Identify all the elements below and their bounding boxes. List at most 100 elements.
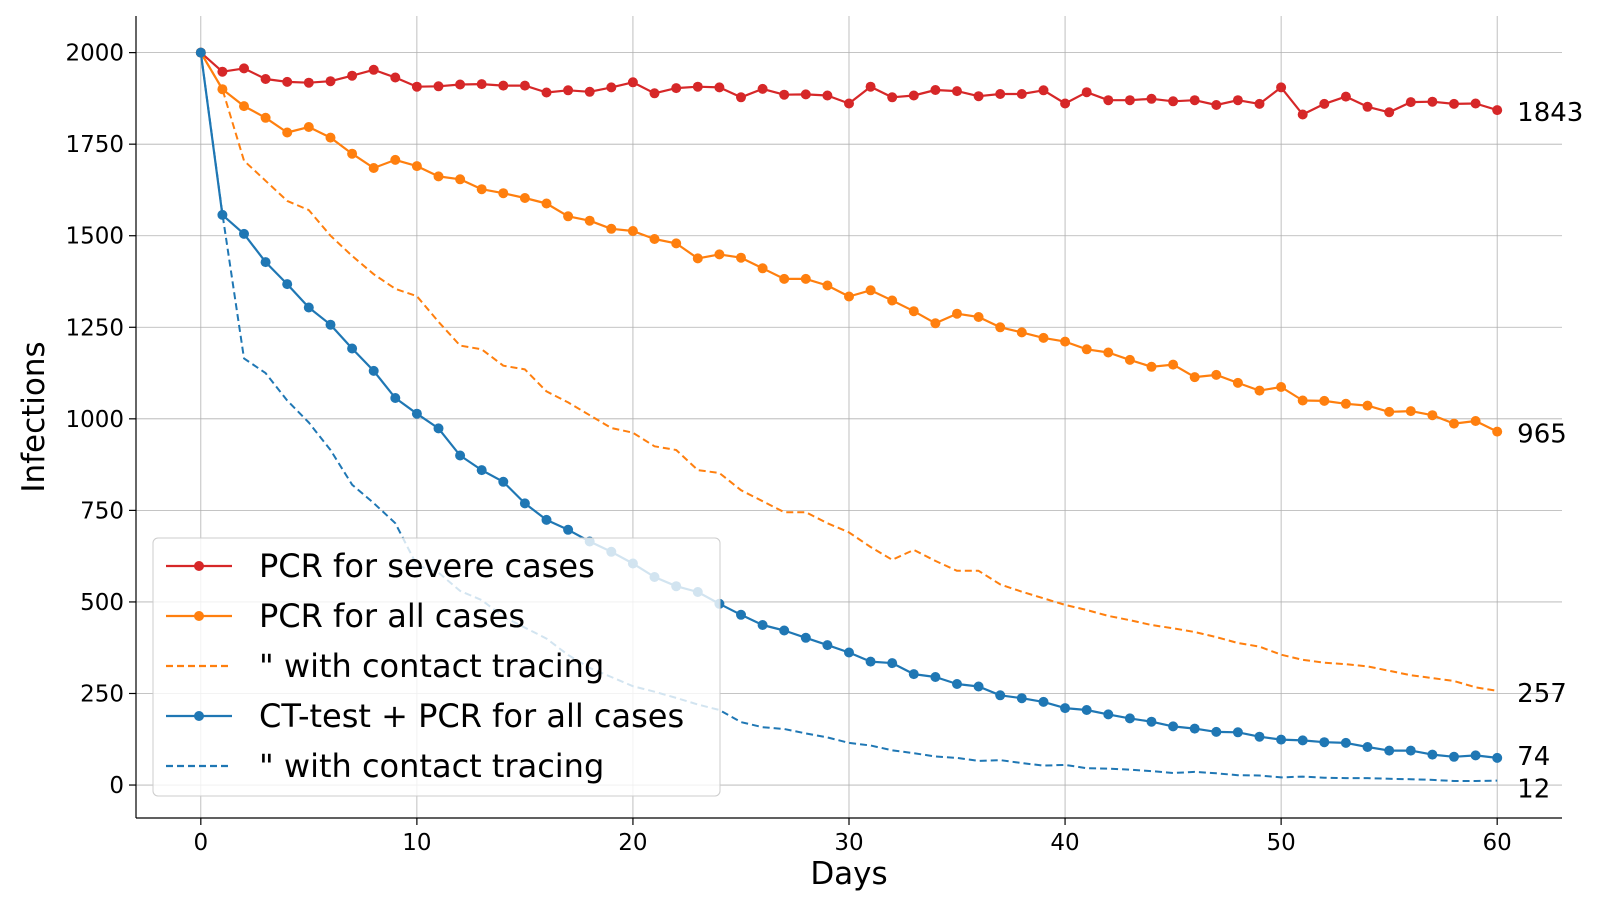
x-tick-label: 20 [618,830,647,856]
data-point [865,81,876,92]
data-point [239,101,249,112]
end-value-label: 12 [1517,775,1550,805]
data-point [887,658,898,669]
data-point [1232,95,1243,106]
legend: PCR for severe cases PCR for all cases " w… [152,537,721,797]
data-point [844,291,854,302]
data-point [887,92,898,103]
data-point [865,285,876,296]
end-value-label: 1843 [1517,98,1583,128]
data-point [239,228,249,239]
data-point [347,70,358,81]
data-point [217,66,228,77]
data-point [519,193,530,203]
legend-label: PCR for all cases [259,597,525,635]
data-point [1276,734,1287,745]
data-point [930,318,941,329]
data-point [1297,735,1308,746]
data-point [260,112,271,123]
data-point [714,249,725,260]
data-point [844,647,854,658]
data-point [584,215,595,226]
data-point [1081,87,1092,98]
data-point [1016,693,1027,704]
data-point [800,273,811,284]
series-3 [195,47,1503,763]
data-point [1060,336,1071,347]
data-point [1146,716,1157,727]
data-point [1297,109,1308,120]
data-point [606,82,617,93]
legend-label: PCR for severe cases [259,547,595,585]
data-point [952,86,962,97]
series-0 [195,47,1503,120]
data-point [368,64,379,75]
data-point [347,343,358,354]
data-point [1124,95,1135,106]
data-point [1470,98,1481,109]
y-tick-label: 250 [80,681,124,707]
y-tick-label: 1750 [65,132,124,158]
data-point [1297,395,1308,406]
data-point [1427,749,1438,760]
y-tick-label: 1250 [65,315,124,341]
data-point [908,306,919,317]
data-point [1340,398,1351,409]
data-point [1362,400,1373,411]
data-point [411,81,422,92]
data-point [541,198,552,209]
data-point [692,81,703,92]
data-point [390,393,401,403]
end-value-label: 74 [1517,742,1550,772]
legend-entry: PCR for severe cases [166,547,595,585]
data-point [822,90,833,101]
data-point [1211,726,1222,737]
data-point [973,681,984,692]
y-tick-label: 0 [109,773,124,799]
data-point [1470,750,1481,761]
data-point [1168,96,1179,107]
data-point [584,86,595,97]
data-point [1276,382,1287,392]
legend-entry: " with contact tracing [166,647,604,685]
data-point [1189,723,1200,734]
data-point [952,679,962,689]
data-point [1060,703,1071,714]
data-point [260,257,271,268]
data-point [1211,100,1222,110]
series-line [199,52,1498,692]
data-point [1232,727,1243,738]
data-point [476,465,487,476]
data-point [779,625,790,636]
data-point [1319,395,1330,406]
data-point [1492,105,1503,116]
data-point [1038,332,1049,343]
data-point [217,84,228,95]
data-point [563,211,574,222]
data-point [498,188,509,199]
data-point [368,365,379,376]
data-point [1038,696,1049,707]
data-point [563,85,574,96]
data-point [476,79,487,90]
data-point [887,295,898,306]
data-point [303,302,314,313]
data-point [433,423,444,434]
data-point [692,253,703,264]
legend-box [152,537,721,797]
data-point [1232,377,1243,388]
data-point [1189,95,1200,106]
data-point [822,280,833,291]
data-point [757,263,768,274]
legend-label: CT-test + PCR for all cases [259,697,684,735]
y-axis-title: Infections [16,341,52,492]
data-point [1319,98,1330,109]
data-point [1362,742,1373,752]
data-point [541,87,552,98]
y-tick-label: 1500 [65,224,124,250]
data-point [649,234,660,244]
data-point [1405,97,1416,108]
data-point [1492,426,1503,437]
data-point [1254,98,1265,109]
data-point [1038,85,1049,96]
